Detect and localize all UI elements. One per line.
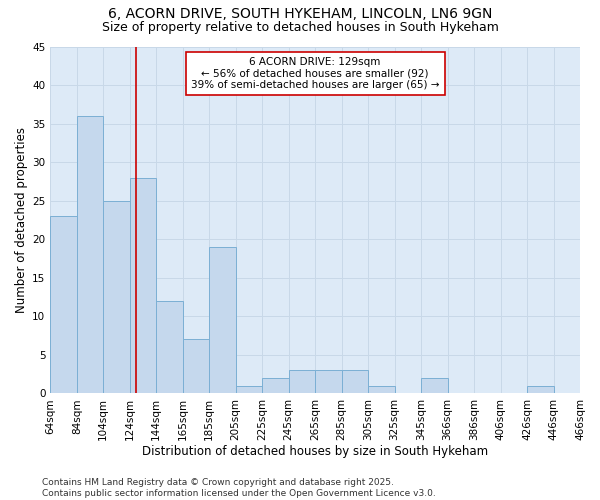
Bar (315, 370, 341, 394)
Text: Contains HM Land Registry data © Crown copyright and database right 2025.
Contai: Contains HM Land Registry data © Crown c… (42, 478, 436, 498)
Text: 6, ACORN DRIVE, SOUTH HYKEHAM, LINCOLN, LN6 9GN: 6, ACORN DRIVE, SOUTH HYKEHAM, LINCOLN, … (108, 8, 492, 22)
Bar (183, 340, 209, 394)
Bar (368, 386, 395, 394)
Bar (341, 370, 368, 394)
Text: 6 ACORN DRIVE: 129sqm
← 56% of detached houses are smaller (92)
39% of semi-deta: 6 ACORN DRIVE: 129sqm ← 56% of detached … (191, 57, 439, 90)
Y-axis label: Number of detached properties: Number of detached properties (15, 127, 28, 313)
Bar (103, 200, 130, 394)
X-axis label: Distribution of detached houses by size in South Hykeham: Distribution of detached houses by size … (142, 444, 488, 458)
Bar (130, 178, 156, 394)
Bar (527, 386, 554, 394)
Bar (289, 370, 315, 394)
Bar (236, 386, 262, 394)
Bar (421, 378, 448, 394)
Bar (156, 301, 183, 394)
Bar (262, 378, 289, 394)
Bar (50, 216, 77, 394)
Bar (77, 116, 103, 394)
Bar (209, 247, 236, 394)
Text: Size of property relative to detached houses in South Hykeham: Size of property relative to detached ho… (101, 21, 499, 34)
